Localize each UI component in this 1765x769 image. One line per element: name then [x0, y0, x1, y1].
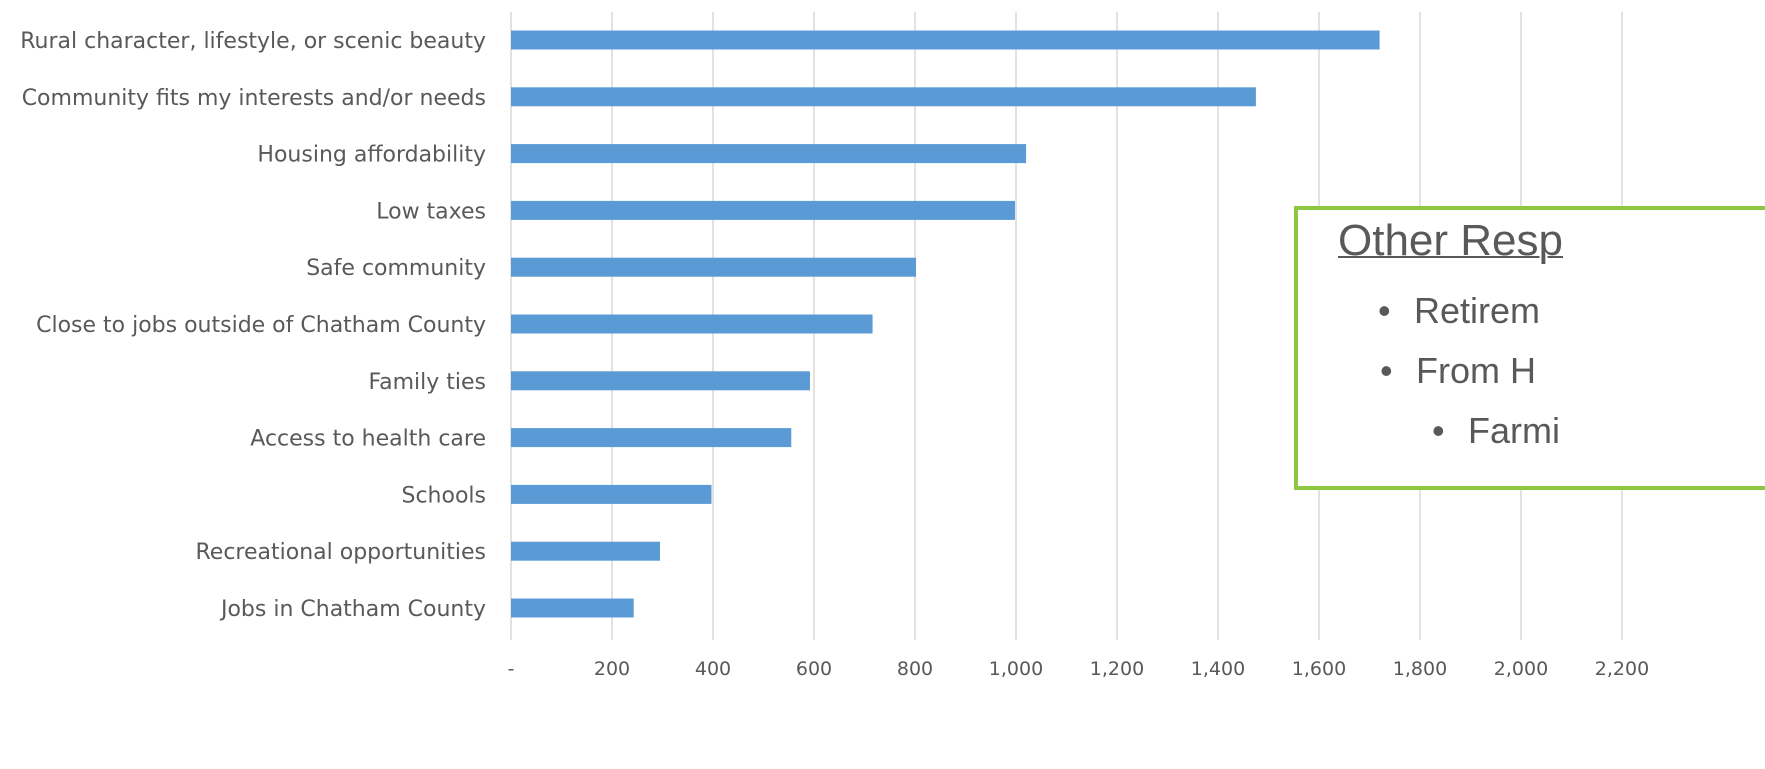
bar	[511, 144, 1027, 164]
bar	[511, 200, 1015, 220]
bullet-icon: •	[1378, 290, 1391, 331]
category-label: Housing affordability	[257, 143, 486, 168]
other-response-item: • Retirem	[1378, 290, 1540, 332]
x-tick-label: 2,200	[1595, 658, 1649, 680]
category-labels: Rural character, lifestyle, or scenic be…	[20, 29, 486, 622]
category-label: Schools	[402, 483, 487, 508]
bar	[511, 541, 660, 561]
category-label: Safe community	[306, 256, 486, 281]
x-tick-label: 1,800	[1393, 658, 1447, 680]
x-tick-label: 1,400	[1191, 658, 1245, 680]
other-response-text: Farmi	[1468, 410, 1560, 451]
bar	[511, 598, 634, 618]
bar	[511, 30, 1380, 50]
x-tick-label: 400	[695, 658, 731, 680]
category-label: Recreational opportunities	[196, 540, 487, 565]
bullet-icon: •	[1432, 410, 1445, 451]
bar	[511, 428, 792, 448]
other-response-item: • From H	[1380, 350, 1536, 392]
x-tick-labels: - 200 400 600 800 1,000 1,200 1,400 1,600 1,800 2,…	[508, 658, 1650, 680]
category-label: Rural character, lifestyle, or scenic be…	[20, 29, 486, 54]
bar	[511, 314, 873, 334]
category-label: Jobs in Chatham County	[219, 597, 486, 622]
category-label: Community fits my interests and/or needs	[22, 86, 486, 111]
x-tick-label: -	[508, 658, 515, 680]
x-tick-label: 1,200	[1090, 658, 1144, 680]
other-responses-box: Other Resp • Retirem • From H • Farmi	[1294, 206, 1765, 490]
other-response-text: From H	[1416, 350, 1536, 391]
category-label: Low taxes	[376, 199, 486, 224]
category-label: Access to health care	[250, 427, 486, 452]
category-label: Close to jobs outside of Chatham County	[36, 313, 486, 338]
other-response-text: Retirem	[1414, 290, 1541, 331]
x-tick-label: 200	[594, 658, 630, 680]
category-label: Family ties	[368, 370, 486, 395]
x-tick-label: 800	[897, 658, 933, 680]
x-tick-label: 1,600	[1292, 658, 1346, 680]
bullet-icon: •	[1380, 350, 1393, 391]
other-responses-title: Other Resp	[1338, 216, 1563, 265]
other-response-item: • Farmi	[1432, 410, 1560, 452]
x-tick-label: 600	[796, 658, 832, 680]
bars	[511, 30, 1380, 618]
bar	[511, 257, 917, 277]
bar	[511, 371, 810, 391]
x-tick-label: 2,000	[1494, 658, 1548, 680]
bar	[511, 484, 712, 504]
x-tick-label: 1,000	[989, 658, 1043, 680]
bar	[511, 87, 1256, 107]
